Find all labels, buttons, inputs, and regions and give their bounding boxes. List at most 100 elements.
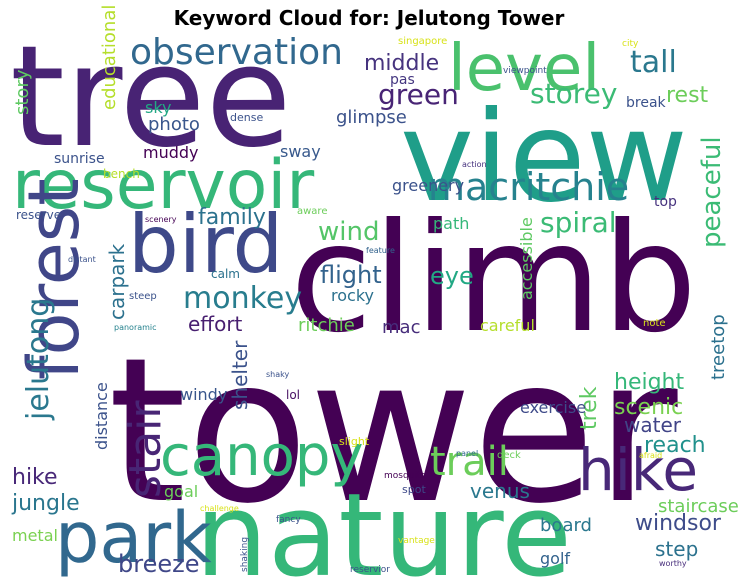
word-trail: trail: [430, 439, 509, 485]
word-windy: windy: [180, 385, 227, 404]
word-worthy: worthy: [659, 559, 687, 568]
word-shaking: shaking: [240, 537, 250, 572]
word-pas: pas: [390, 72, 415, 88]
word-board: board: [540, 515, 592, 536]
word-tower: tower: [108, 315, 678, 548]
word-height: height: [614, 370, 684, 395]
word-shaky: shaky: [266, 370, 289, 379]
word-hike: hike: [12, 465, 58, 490]
word-venus: venus: [470, 479, 530, 503]
word-aware: aware: [297, 206, 327, 217]
word-staircase: staircase: [658, 496, 738, 517]
word-distant: distant: [68, 255, 96, 264]
word-reach: reach: [644, 433, 706, 458]
word-muddy: muddy: [143, 143, 199, 162]
word-mosquito: mosquito: [384, 471, 426, 481]
word-distance: distance: [92, 382, 111, 450]
word-bench: bench: [103, 167, 140, 181]
word-rest: rest: [666, 83, 709, 108]
word-eye: eye: [430, 262, 474, 290]
word-panoramic: panoramic: [114, 323, 157, 332]
word-storey: storey: [530, 77, 617, 110]
word-hike: hike: [578, 436, 698, 504]
word-deck: deck: [497, 450, 521, 461]
word-flight: flight: [320, 261, 382, 289]
word-feature: feature: [366, 246, 395, 255]
word-jungle: jungle: [11, 491, 80, 516]
word-singapore: singapore: [398, 36, 447, 47]
word-macritchie: macritchie: [428, 165, 629, 209]
word-afraid: afraid: [639, 451, 662, 460]
word-scenic: scenic: [614, 395, 683, 420]
word-nature: nature: [195, 469, 572, 583]
word-effort: effort: [188, 312, 243, 336]
word-city: city: [622, 39, 639, 49]
word-lol: lol: [286, 388, 300, 402]
word-break: break: [626, 95, 667, 111]
word-story: story: [12, 69, 33, 115]
word-monkey: monkey: [183, 281, 302, 316]
word-view: view: [400, 85, 688, 230]
word-glimpse: glimpse: [336, 107, 407, 128]
word-step: step: [655, 537, 698, 561]
word-spot: spot: [402, 483, 426, 496]
word-shelter: shelter: [228, 340, 252, 410]
word-move: move: [150, 135, 172, 144]
word-rocky: rocky: [331, 286, 374, 305]
word-spiral: spiral: [540, 206, 617, 239]
word-educational: educational: [99, 5, 120, 110]
word-vantage: vantage: [398, 536, 435, 546]
word-family: family: [198, 205, 266, 230]
word-greenery: greenery: [392, 176, 464, 195]
word-reservoir: reservoir: [12, 146, 314, 225]
word-peaceful: peaceful: [697, 136, 727, 248]
word-tall: tall: [630, 45, 677, 80]
word-climb: climb: [290, 192, 697, 366]
word-goal: goal: [164, 482, 198, 501]
word-slight: slight: [339, 435, 370, 448]
word-reserve: reserve: [16, 208, 61, 222]
word-breeze: breeze: [118, 550, 199, 578]
word-mac: mac: [382, 317, 420, 338]
word-challenge: challenge: [200, 504, 239, 513]
word-park: park: [55, 497, 212, 579]
word-jelutong: jelutong: [21, 298, 56, 421]
word-bird: bird: [128, 198, 283, 291]
word-sway: sway: [280, 142, 321, 161]
word-dense: dense: [230, 111, 263, 124]
word-ritchie: ritchie: [298, 315, 355, 336]
word-accessible: accessible: [517, 217, 536, 300]
chart-title: Keyword Cloud for: Jelutong Tower: [173, 6, 565, 30]
word-careful: careful: [480, 316, 535, 335]
word-trek: trek: [577, 386, 602, 430]
word-steep: steep: [129, 291, 157, 302]
word-tree: tree: [10, 16, 292, 179]
word-wind: wind: [318, 217, 379, 247]
word-top: top: [654, 194, 677, 210]
word-action: action: [462, 160, 487, 169]
word-golf: golf: [540, 549, 570, 568]
word-green: green: [378, 78, 459, 111]
word-fancy: fancy: [276, 515, 301, 525]
word-path: path: [433, 214, 469, 233]
word-note: note: [643, 318, 666, 329]
word-scenery: scenery: [145, 215, 177, 224]
word-sky: sky: [145, 98, 172, 117]
word-carpark: carpark: [105, 243, 129, 320]
word-stair: stair: [120, 400, 171, 498]
word-metal: metal: [12, 526, 58, 545]
word-sunrise: sunrise: [54, 151, 105, 167]
word-reservior: reservior: [350, 565, 390, 575]
word-water: water: [624, 413, 682, 437]
word-level: level: [448, 32, 600, 106]
word-treetop: treetop: [708, 314, 729, 380]
word-panel: panel: [456, 449, 478, 458]
word-forest: forest: [13, 178, 95, 380]
word-exercise: exercise: [520, 398, 586, 417]
word-observation: observation: [130, 32, 343, 73]
word-canopy: canopy: [160, 424, 364, 489]
word-middle: middle: [364, 51, 439, 76]
word-windsor: windsor: [635, 511, 722, 536]
word-calm: calm: [211, 267, 240, 281]
